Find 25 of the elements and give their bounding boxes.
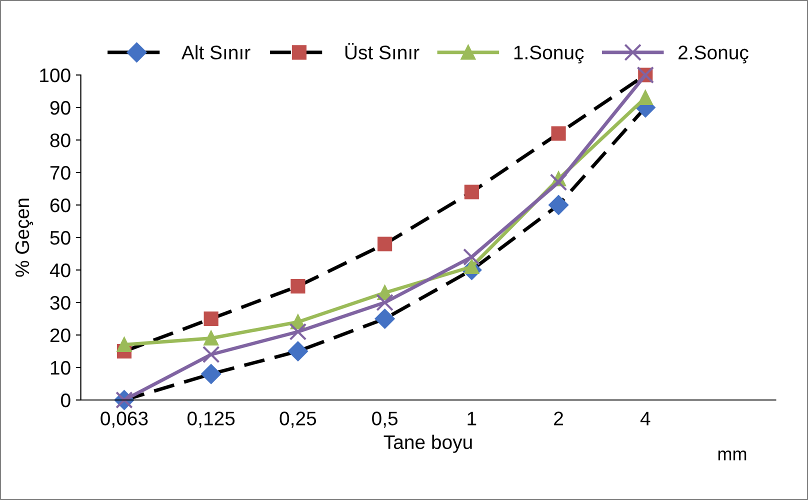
x-tick-label: 4	[640, 412, 650, 426]
x-axis-title: Tane boyu	[384, 434, 472, 453]
y-tick-label: 30	[50, 296, 70, 310]
y-tick-label: 0	[61, 393, 70, 408]
x-tick-label: 0,25	[280, 412, 316, 428]
x-tick-label: 0,5	[372, 412, 398, 428]
y-axis-title: % Geçen	[15, 198, 34, 277]
x-tick-label: 0,125	[188, 412, 235, 428]
legend-label: 1.Sonuç	[514, 46, 584, 64]
y-tick-label: 80	[50, 133, 70, 148]
x-tick-label: 2	[554, 412, 563, 426]
y-tick-label: 10	[50, 360, 70, 375]
y-tick-label: 70	[50, 166, 70, 180]
y-tick-label: 50	[50, 230, 70, 245]
y-tick-label: 60	[50, 198, 70, 212]
y-tick-label: 20	[50, 328, 70, 342]
x-tick-label: 0,063	[100, 412, 148, 428]
legend-label: Üst Sınır	[345, 42, 420, 60]
legend-label: Alt Sınır	[181, 45, 250, 60]
y-tick-label: 100	[40, 68, 70, 82]
x-tick-label: 1	[468, 412, 476, 426]
y-tick-label: 90	[50, 100, 70, 115]
text: mm	[718, 450, 746, 460]
y-tick-label: 40	[50, 263, 70, 278]
legend-label: 2.Sonuç	[678, 46, 748, 64]
